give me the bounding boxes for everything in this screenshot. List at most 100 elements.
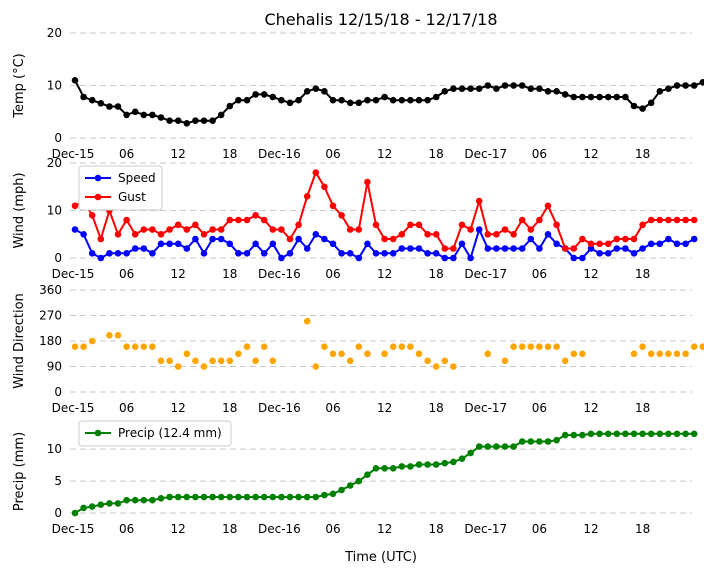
x-axis-label: Time (UTC) (344, 550, 417, 565)
x-tick-label: 12 (377, 401, 392, 415)
data-point (303, 245, 311, 252)
x-tick-label: 06 (119, 522, 134, 536)
data-point (389, 465, 397, 472)
x-tick-label: Dec-17 (464, 522, 507, 536)
data-point (123, 111, 130, 119)
data-point (441, 357, 449, 365)
data-point (88, 250, 96, 257)
data-point (647, 99, 655, 107)
x-tick-label: 18 (222, 522, 237, 536)
data-point (295, 235, 302, 243)
data-point (407, 343, 414, 351)
data-point (484, 82, 492, 89)
data-point (510, 443, 517, 450)
data-point (415, 96, 423, 104)
data-point (673, 430, 681, 438)
data-point (398, 96, 406, 104)
data-point (71, 226, 79, 233)
data-point (131, 343, 139, 351)
data-point (217, 111, 225, 119)
x-tick-label: 06 (325, 401, 340, 415)
data-point (106, 250, 113, 257)
data-point (278, 493, 285, 501)
data-point (501, 245, 509, 252)
data-point (415, 350, 423, 358)
x-tick-label: 12 (377, 267, 392, 281)
data-point (665, 216, 672, 224)
data-point (639, 430, 646, 438)
data-point (260, 250, 268, 257)
data-point (699, 79, 704, 86)
data-point (441, 88, 449, 95)
data-point (321, 183, 328, 191)
data-point (389, 235, 397, 243)
data-point (200, 493, 208, 501)
data-point (209, 493, 216, 501)
data-point (321, 235, 328, 243)
data-point (665, 430, 672, 438)
data-point (407, 221, 414, 229)
data-point (71, 77, 79, 84)
data-point (106, 332, 113, 339)
data-point (338, 486, 345, 494)
data-point (630, 350, 638, 358)
data-point (561, 91, 569, 98)
data-point (699, 343, 704, 350)
data-point (682, 430, 689, 438)
data-point (518, 343, 526, 351)
data-point (570, 431, 578, 439)
data-point (372, 221, 380, 229)
data-point (536, 343, 543, 351)
data-point (690, 235, 698, 243)
data-point (364, 350, 371, 358)
data-point (269, 240, 277, 248)
data-point (269, 93, 277, 101)
data-point (226, 216, 234, 224)
data-point (260, 91, 268, 98)
data-point (88, 503, 96, 510)
data-point (665, 235, 672, 243)
data-point (235, 216, 242, 224)
data-point (174, 117, 182, 124)
data-point (467, 85, 474, 92)
data-point (346, 482, 354, 489)
data-point (183, 226, 191, 233)
data-point (140, 496, 148, 504)
x-tick-label: 06 (119, 267, 134, 281)
data-point (312, 85, 320, 92)
data-point (467, 254, 474, 262)
data-point (235, 493, 242, 501)
data-point (80, 231, 87, 238)
data-point (415, 461, 423, 468)
panel-precip: 0 5 10 Dec-15 06 12 18 Dec-16 06 12 18 Dec-17 06 12 18… (12, 420, 698, 536)
data-point (209, 117, 216, 124)
data-point (424, 250, 431, 257)
data-point (467, 449, 474, 457)
data-point (656, 240, 664, 248)
data-point (106, 500, 113, 507)
data-point (295, 493, 302, 501)
data-point (432, 93, 440, 101)
data-point (622, 93, 629, 101)
data-point (329, 240, 337, 248)
data-point (123, 216, 130, 224)
data-point (209, 226, 216, 233)
data-point (312, 169, 320, 176)
legend-box (78, 420, 232, 447)
data-point (510, 245, 517, 252)
data-point (355, 343, 363, 351)
data-point (432, 231, 440, 238)
data-point (346, 226, 354, 233)
data-point (286, 493, 294, 501)
data-point (407, 96, 414, 104)
y-tick-label: 10 (47, 204, 62, 218)
data-point (596, 430, 603, 438)
data-point (518, 245, 526, 252)
data-point (140, 111, 148, 119)
data-point (389, 250, 397, 257)
data-point (71, 509, 79, 517)
data-point (321, 491, 328, 499)
data-point (364, 240, 371, 248)
data-point (475, 197, 483, 205)
data-point (613, 430, 621, 438)
